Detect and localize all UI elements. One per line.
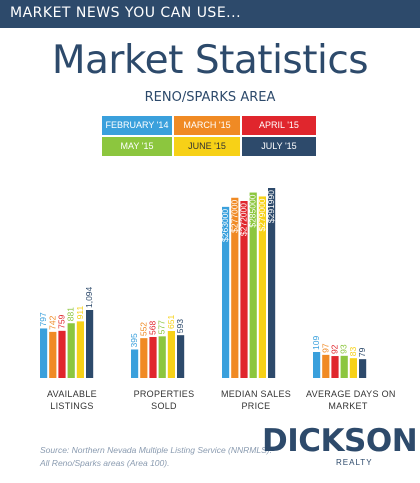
bar-days-1 [322, 354, 330, 378]
bar-label-days-3: 93 [339, 344, 349, 354]
bar-label-listings-1: 742 [47, 315, 57, 329]
banner-text: MARKET NEWS YOU CAN USE... [10, 5, 242, 21]
bar-price-0 [222, 206, 230, 378]
bar-sold-0 [131, 349, 139, 378]
bar-sold-1 [140, 338, 148, 378]
bar-label-price-3: $285000 [248, 194, 258, 227]
bar-label-listings-0: 797 [38, 312, 48, 326]
legend-item-may15: MAY '15 [102, 137, 172, 156]
legend-item-jun15: JUNE '15 [174, 137, 240, 156]
bar-days-2 [331, 356, 339, 378]
brand-subtitle: REALTY [336, 458, 373, 467]
page-title: Market Statistics [51, 38, 369, 83]
bar-label-sold-0: 395 [129, 333, 139, 347]
legend-item-apr15: APRIL '15 [242, 116, 316, 135]
bar-listings-3 [67, 323, 75, 378]
bar-label-days-5: 79 [357, 347, 367, 357]
bar-days-3 [340, 355, 348, 378]
bar-label-sold-3: 577 [157, 320, 167, 334]
bar-listings-2 [58, 330, 66, 378]
brand-logo: DICKSON [262, 423, 418, 459]
bar-label-price-5: $291990 [266, 190, 276, 223]
bar-sold-2 [149, 336, 157, 378]
bar-days-5 [359, 359, 367, 378]
bar-label-price-1: $277000 [229, 199, 239, 232]
bar-listings-5 [86, 310, 94, 378]
bar-sold-5 [177, 335, 185, 378]
bar-label-price-0: $263000 [220, 209, 230, 242]
bar-label-sold-1: 552 [138, 322, 148, 336]
bar-label-sold-4: 651 [166, 315, 176, 329]
source-note: Source: Northern Nevada Multiple Listing… [40, 444, 272, 470]
source-line-1: Source: Northern Nevada Multiple Listing… [40, 445, 272, 455]
bar-label-listings-3: 881 [66, 307, 76, 321]
bar-label-days-1: 97 [320, 343, 330, 353]
bar-listings-4 [76, 321, 84, 378]
top-banner: MARKET NEWS YOU CAN USE... [0, 0, 420, 28]
bar-days-0 [313, 352, 321, 378]
bar-label-days-4: 83 [348, 346, 358, 356]
bar-label-sold-5: 593 [175, 319, 185, 333]
page-subtitle: RENO/SPARKS AREA [144, 90, 276, 105]
bar-label-days-2: 92 [330, 344, 340, 354]
category-label-price: MEDIAN SALES PRICE [220, 389, 292, 411]
bar-listings-0 [40, 328, 48, 378]
bar-label-price-2: $272000 [239, 203, 249, 236]
bar-price-3 [249, 192, 257, 378]
source-line-2: All Reno/Sparks areas (Area 100). [40, 458, 170, 468]
bar-price-1 [231, 197, 239, 378]
category-label-days: AVERAGE DAYS ON MARKET [306, 389, 396, 411]
bar-sold-3 [158, 336, 166, 378]
legend-item-mar15: MARCH '15 [174, 116, 240, 135]
bar-label-listings-2: 759 [57, 314, 67, 328]
bar-label-listings-4: 911 [75, 306, 85, 320]
bar-label-days-0: 109 [311, 336, 321, 350]
category-label-listings: AVAILABLE LISTINGS [47, 389, 97, 411]
legend-item-jul15: JULY '15 [242, 137, 316, 156]
category-label-sold: PROPERTIES SOLD [133, 389, 195, 411]
bar-sold-4 [167, 331, 175, 378]
legend-item-feb14: FEBRUARY '14 [102, 116, 172, 135]
bar-listings-1 [49, 331, 57, 378]
bar-label-listings-5: 1,094 [84, 286, 94, 308]
bar-price-4 [258, 196, 266, 378]
bar-price-2 [240, 201, 248, 378]
bar-label-price-4: $279000 [257, 198, 267, 231]
bar-days-4 [349, 358, 357, 378]
bar-price-5 [268, 188, 276, 378]
bar-label-sold-2: 568 [148, 321, 158, 335]
